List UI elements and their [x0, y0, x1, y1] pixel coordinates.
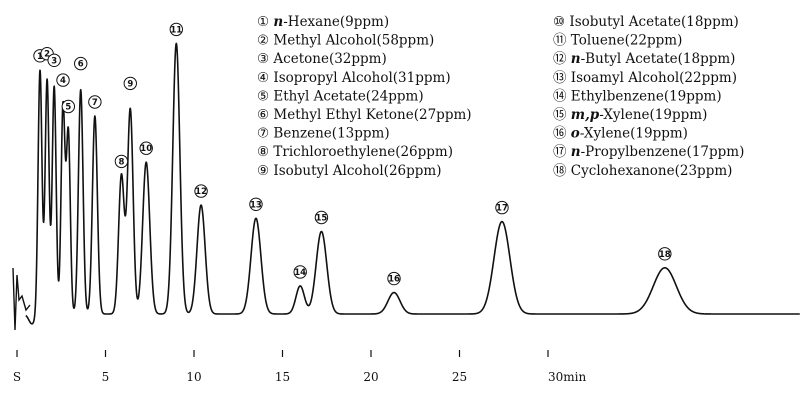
x-tick-label: 25 [452, 370, 467, 384]
peak-label-circle [47, 53, 61, 67]
legend-item: ⑫ n-Butyl Acetate(18ppm) [553, 51, 735, 67]
injection-disturbance [12, 267, 31, 331]
peak-label-number: 14 [294, 268, 306, 278]
peak-label-circle [387, 271, 401, 286]
legend-item: ⑨ Isobutyl Alcohol(26ppm) [257, 163, 441, 179]
peak-label-number: 1 [37, 52, 43, 62]
peak-label-number: 5 [65, 103, 71, 113]
peak-label-12: 12 [194, 184, 208, 198]
peak-label-10: 10 [139, 141, 153, 155]
x-axis: S 5 10 15 20 25 30min [13, 350, 586, 384]
peak-label-circle [293, 265, 307, 279]
legend-item: ③ Acetone(32ppm) [257, 51, 387, 67]
peak-label-number: 2 [44, 50, 50, 60]
peak-label-circle [169, 22, 184, 37]
peak-label-number: 15 [316, 214, 328, 224]
chromatogram-trace [25, 42, 800, 325]
peak-label-circle [194, 184, 208, 198]
peak-label-number: 13 [250, 200, 262, 210]
peak-label-number: 9 [127, 79, 133, 89]
legend-item: ⑦ Benzene(13ppm) [257, 126, 390, 142]
peak-label-number: 11 [170, 25, 182, 35]
x-tick-label: 20 [363, 370, 378, 384]
legend-item: ⑥ Methyl Ethyl Ketone(27ppm) [257, 107, 472, 123]
legend-item: ⑧ Trichloroethylene(26ppm) [257, 144, 453, 160]
peak-label-number: 18 [659, 250, 671, 260]
legend-item: ⑮ m,p-Xylene(19ppm) [553, 107, 707, 123]
peak-label-3: 3 [47, 53, 61, 67]
peak-label-13: 13 [249, 197, 263, 212]
legend-item: ⑬ Isoamyl Alcohol(22ppm) [553, 70, 737, 86]
x-tick-label: 5 [102, 370, 110, 384]
peak-label-circle [61, 99, 76, 114]
peak-label-16: 16 [387, 271, 401, 286]
peak-label-circle [114, 154, 129, 169]
legend-item: ⑭ Ethylbenzene(19ppm) [553, 88, 722, 104]
legend-item: ⑱ Cyclohexanone(23ppm) [553, 163, 732, 179]
legend-item: ⑯ o-Xylene(19ppm) [553, 126, 688, 142]
peak-label-11: 11 [169, 22, 184, 37]
peak-label-8: 8 [114, 154, 129, 169]
peak-label-number: 6 [78, 60, 84, 70]
peak-label-5: 5 [61, 99, 76, 114]
x-tick-label: 10 [186, 370, 201, 384]
peak-label-number: 4 [60, 76, 66, 86]
legend-item: ⑰ n-Propylbenzene(17ppm) [553, 144, 744, 160]
legend-item: ⑪ Toluene(22ppm) [553, 33, 682, 49]
legend-item: ① n-Hexane(9ppm) [257, 14, 389, 30]
chromatogram-trace-layer [12, 42, 800, 331]
peak-label-18: 18 [658, 247, 672, 261]
peak-label-number: 8 [118, 157, 124, 167]
peak-label-number: 3 [51, 56, 57, 66]
legend: ① n-Hexane(9ppm) ② Methyl Alcohol(58ppm) ③… [257, 14, 744, 179]
peak-label-17: 17 [495, 200, 509, 215]
peak-label-number: 10 [140, 144, 152, 154]
peak-label-number: 16 [388, 275, 400, 285]
peak-label-circle [123, 76, 137, 91]
legend-item: ⑤ Ethyl Acetate(24ppm) [257, 88, 424, 104]
peak-label-number: 12 [195, 187, 207, 197]
legend-item: ⑩ Isobutyl Acetate(18ppm) [553, 14, 739, 30]
peak-label-circle [56, 73, 70, 87]
peak-label-circle [658, 247, 672, 261]
peak-label-14: 14 [293, 265, 307, 279]
peak-label-6: 6 [74, 56, 88, 71]
x-tick-label: S [13, 370, 21, 384]
legend-item: ④ Isopropyl Alcohol(31ppm) [257, 70, 451, 86]
legend-item: ② Methyl Alcohol(58ppm) [257, 33, 434, 49]
peak-label-number: 7 [92, 98, 98, 108]
peak-label-9: 9 [123, 76, 137, 91]
peak-label-4: 4 [56, 73, 70, 87]
peak-label-15: 15 [314, 210, 329, 225]
peak-label-circle [249, 197, 263, 212]
peak-label-circle [139, 141, 153, 155]
x-tick-label: 30min [548, 370, 586, 384]
peak-label-circle [495, 200, 509, 215]
peak-label-7: 7 [88, 95, 102, 109]
peak-label-number: 17 [496, 204, 508, 214]
peak-label-circle [74, 56, 88, 71]
peak-label-circle [88, 95, 102, 109]
x-tick-label: 15 [275, 370, 290, 384]
peak-label-circle [314, 210, 329, 225]
